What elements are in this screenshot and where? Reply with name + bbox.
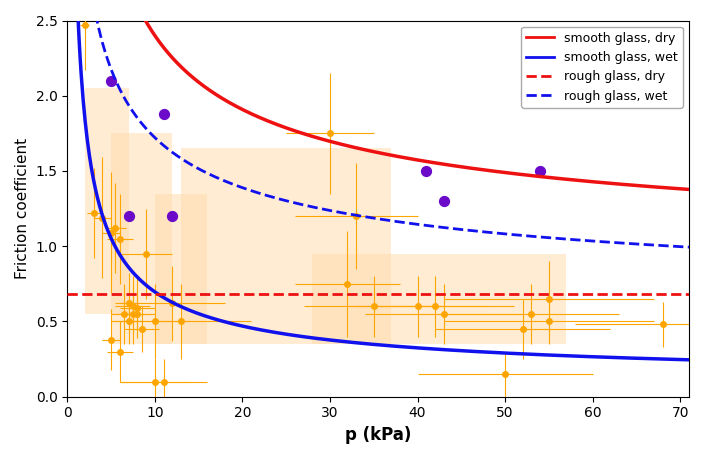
Point — [106, 77, 117, 84]
Point — [421, 168, 432, 175]
Y-axis label: Friction coefficient: Friction coefficient — [15, 138, 30, 279]
Legend: smooth glass, dry, smooth glass, wet, rough glass, dry, rough glass, wet: smooth glass, dry, smooth glass, wet, ro… — [522, 27, 682, 107]
Point — [438, 197, 449, 205]
Point — [123, 213, 134, 220]
Point — [534, 168, 546, 175]
Point — [158, 110, 169, 118]
X-axis label: p (kPa): p (kPa) — [345, 426, 411, 444]
Point — [166, 213, 178, 220]
